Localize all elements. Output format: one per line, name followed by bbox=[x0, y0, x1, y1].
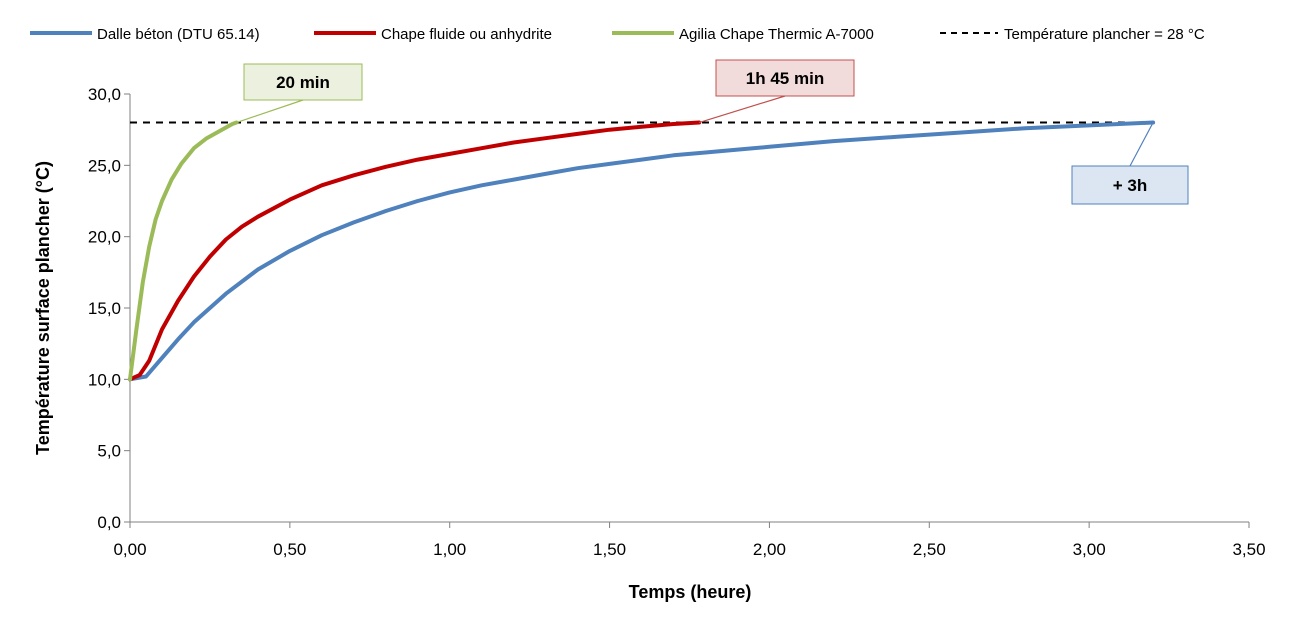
legend-label-agilia: Agilia Chape Thermic A-7000 bbox=[679, 26, 874, 43]
y-tick-label: 20,0 bbox=[88, 228, 121, 247]
legend: Dalle béton (DTU 65.14) Chape fluide ou … bbox=[30, 26, 1205, 43]
legend-label-chape-fluide: Chape fluide ou anhydrite bbox=[381, 26, 552, 43]
y-tick-label: 25,0 bbox=[88, 156, 121, 175]
callout-leader bbox=[1129, 122, 1154, 167]
series-line-1 bbox=[128, 120, 702, 382]
x-ticks: 0,00 0,50 1,00 1,50 2,00 2,50 3,00 3,50 bbox=[113, 522, 1266, 559]
callout-label: 20 min bbox=[276, 73, 330, 92]
x-tick-label: 0,00 bbox=[113, 540, 146, 559]
legend-label-dalle-beton: Dalle béton (DTU 65.14) bbox=[97, 26, 260, 43]
series-line-0 bbox=[128, 120, 1156, 382]
y-axis-title: Température surface plancher (°C) bbox=[33, 161, 53, 455]
x-axis-title: Temps (heure) bbox=[629, 582, 752, 602]
y-tick-label: 5,0 bbox=[97, 442, 121, 461]
x-tick-label: 3,00 bbox=[1073, 540, 1106, 559]
y-tick-label: 15,0 bbox=[88, 299, 121, 318]
callout-label: 1h 45 min bbox=[746, 69, 824, 88]
callout-label: + 3h bbox=[1113, 176, 1148, 195]
callout-box bbox=[715, 59, 855, 97]
callout-box bbox=[1071, 165, 1189, 205]
legend-label-temperature: Température plancher = 28 °C bbox=[1004, 26, 1205, 43]
x-tick-label: 2,00 bbox=[753, 540, 786, 559]
x-tick-label: 3,50 bbox=[1232, 540, 1265, 559]
x-tick-label: 0,50 bbox=[273, 540, 306, 559]
y-tick-label: 30,0 bbox=[88, 85, 121, 104]
y-tick-label: 10,0 bbox=[88, 370, 121, 389]
callout-leader bbox=[236, 99, 304, 124]
series-layer bbox=[128, 120, 1156, 382]
x-tick-label: 2,50 bbox=[913, 540, 946, 559]
callout-leader bbox=[698, 95, 786, 124]
x-tick-label: 1,50 bbox=[593, 540, 626, 559]
x-tick-label: 1,00 bbox=[433, 540, 466, 559]
y-ticks: 0,0 5,0 10,0 15,0 20,0 25,0 30,0 bbox=[88, 85, 130, 532]
series-line-2 bbox=[128, 120, 239, 382]
y-tick-label: 0,0 bbox=[97, 513, 121, 532]
callout-layer: 20 min 1h 45 min + 3h bbox=[236, 59, 1189, 205]
callout-box bbox=[243, 63, 363, 101]
